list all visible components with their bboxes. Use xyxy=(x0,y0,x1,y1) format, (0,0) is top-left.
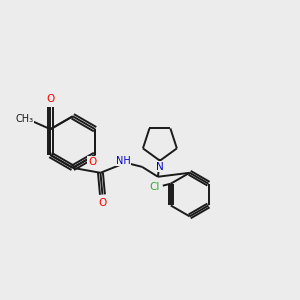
Text: O: O xyxy=(98,197,106,208)
Text: N: N xyxy=(156,162,164,172)
Text: CH₃: CH₃ xyxy=(16,114,34,124)
Text: NH: NH xyxy=(116,156,130,166)
Text: O: O xyxy=(46,94,55,104)
Text: Cl: Cl xyxy=(150,182,160,192)
Text: O: O xyxy=(88,157,96,167)
